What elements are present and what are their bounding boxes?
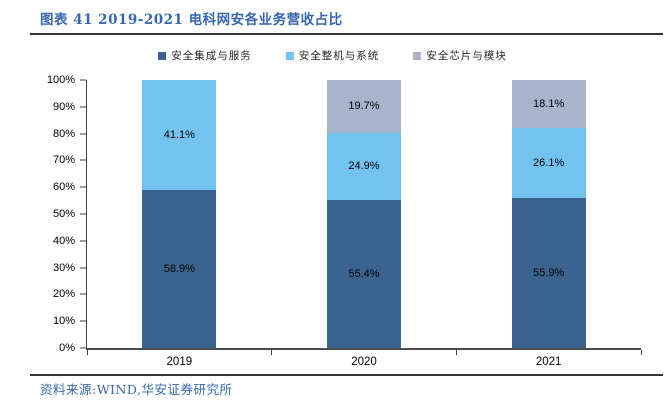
y-axis-tick-label: 20% xyxy=(52,288,75,301)
bar-segment: 19.7% xyxy=(327,80,401,133)
y-axis-tick xyxy=(80,240,86,242)
y-axis-tick xyxy=(80,106,86,108)
bar-value-label: 18.1% xyxy=(533,98,565,111)
legend-item: 安全整机与系统 xyxy=(285,48,380,63)
y-axis-tick xyxy=(80,320,86,322)
legend-label: 安全芯片与模块 xyxy=(426,50,507,62)
y-axis-tick-label: 80% xyxy=(52,127,75,140)
y-axis-tick-label: 100% xyxy=(46,74,75,86)
legend-item: 安全集成与服务 xyxy=(158,48,252,63)
y-axis-tick xyxy=(80,213,86,215)
y-axis-tick-label: 40% xyxy=(52,234,75,247)
x-axis-label: 2019 xyxy=(166,356,193,368)
y-axis-tick-label: 0% xyxy=(59,342,75,354)
x-axis-tick xyxy=(455,350,457,355)
y-axis-tick xyxy=(80,293,86,295)
bar-value-label: 58.9% xyxy=(163,263,195,276)
bar-segment: 18.1% xyxy=(511,79,586,129)
bar-value-label: 55.9% xyxy=(533,267,565,280)
bar-value-label: 41.1% xyxy=(163,129,195,142)
y-axis-tick xyxy=(80,267,86,269)
footer-divider xyxy=(30,374,663,376)
legend-label: 安全集成与服务 xyxy=(171,50,252,62)
y-axis-tick xyxy=(80,186,86,188)
y-axis-tick-label: 50% xyxy=(52,208,75,220)
legend-label: 安全整机与系统 xyxy=(298,50,380,62)
source-note: 资料来源:WIND,华安证券研究所 xyxy=(40,382,233,397)
bar-value-label: 26.1% xyxy=(533,157,565,170)
y-axis-tick-label: 70% xyxy=(52,154,75,167)
legend-swatch xyxy=(285,51,294,60)
bar-segment: 55.4% xyxy=(327,199,401,348)
bar-value-label: 55.4% xyxy=(348,267,380,280)
y-axis-tick-label: 90% xyxy=(52,100,75,113)
x-axis-label: 2021 xyxy=(535,356,562,368)
x-axis-tick xyxy=(86,350,88,355)
bar-2019: 58.9% 41.1% xyxy=(142,80,217,348)
legend-swatch xyxy=(158,51,167,60)
y-axis-tick xyxy=(80,79,86,81)
y-axis-tick-label: 10% xyxy=(52,315,75,328)
x-axis-label: 2020 xyxy=(351,356,377,368)
y-axis-tick xyxy=(80,133,86,135)
y-axis-tick xyxy=(80,347,86,349)
bar-value-label: 24.9% xyxy=(348,160,380,173)
bar-segment: 41.1% xyxy=(142,80,217,191)
figure-title: 图表 41 2019-2021 电科网安各业务营收占比 xyxy=(40,12,343,28)
bar-segment: 24.9% xyxy=(327,132,401,200)
stacked-bar-chart: 0% 10% 20% 30% 40% 50% 60% 70% 80% 90% 100% 58.9% 41… xyxy=(47,74,642,368)
chart-legend: 安全集成与服务 安全整机与系统 安全芯片与模块 xyxy=(0,48,665,63)
bar-2021: 55.9% 26.1% 18.1% xyxy=(511,79,586,348)
legend-swatch xyxy=(413,51,422,60)
bar-segment: 55.9% xyxy=(511,198,586,348)
bar-segment: 58.9% xyxy=(142,190,217,348)
y-axis-tick-label: 60% xyxy=(52,181,75,194)
legend-item: 安全芯片与模块 xyxy=(413,48,507,63)
y-axis-tick-label: 30% xyxy=(52,261,75,274)
y-axis-tick xyxy=(80,159,86,161)
bar-value-label: 19.7% xyxy=(348,100,380,113)
bar-2020: 55.4% 24.9% 19.7% xyxy=(327,80,401,348)
bar-segment: 26.1% xyxy=(511,128,586,199)
x-axis-tick xyxy=(271,350,273,355)
title-divider xyxy=(30,33,663,35)
x-axis-tick xyxy=(640,350,642,355)
